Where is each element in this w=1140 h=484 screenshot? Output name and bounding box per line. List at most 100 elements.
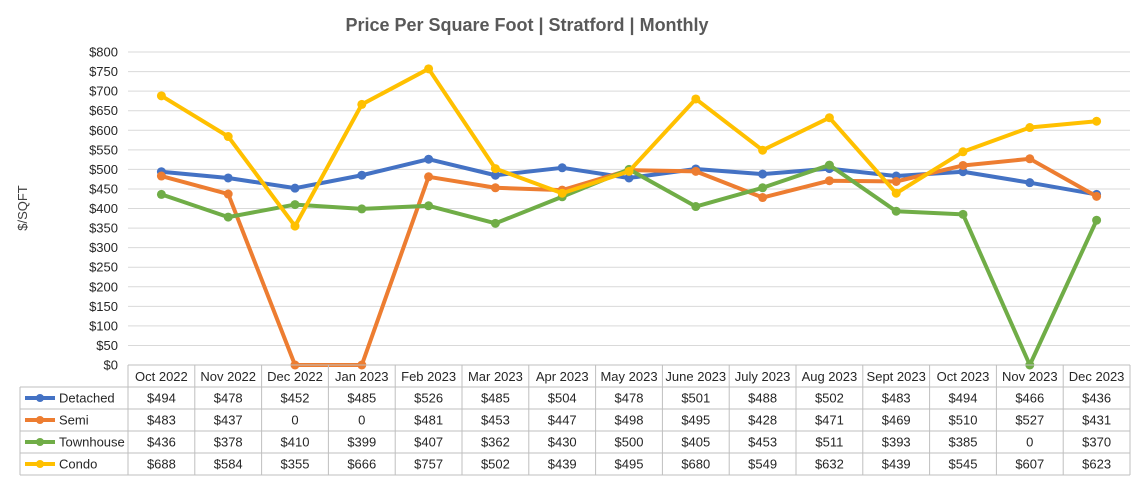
y-tick-label: $200: [89, 279, 118, 294]
legend-label-semi: Semi: [59, 413, 89, 428]
table-cell-detached: $502: [815, 391, 844, 406]
table-header-cell: Oct 2023: [937, 369, 990, 384]
table-cell-townhouse: $500: [615, 435, 644, 450]
table-cell-detached: $501: [681, 391, 710, 406]
table-cell-townhouse: $378: [214, 435, 243, 450]
table-cell-detached: $466: [1015, 391, 1044, 406]
data-point-townhouse: [490, 218, 500, 228]
data-point-condo: [490, 164, 500, 174]
y-tick-label: $800: [89, 45, 118, 60]
table-cell-semi: $428: [748, 413, 777, 428]
table-cell-detached: $504: [548, 391, 577, 406]
data-point-condo: [424, 64, 434, 74]
data-point-detached: [490, 170, 500, 180]
data-table: Oct 2022 Nov 2022 Dec 2022 Jan 2023 Feb 2023…: [19, 364, 1131, 476]
data-point-condo: [624, 166, 634, 176]
data-point-townhouse: [1092, 215, 1102, 225]
legend-label-detached: Detached: [59, 391, 115, 406]
series-lines: [156, 64, 1102, 370]
table-header-cell: May 2023: [600, 369, 657, 384]
legend-marker-townhouse: [36, 438, 44, 446]
table-cell-townhouse: $399: [347, 435, 376, 450]
table-cell-detached: $485: [347, 391, 376, 406]
data-point-semi: [824, 176, 834, 186]
table-cell-semi: $431: [1082, 413, 1111, 428]
data-point-semi: [223, 189, 233, 199]
table-cell-condo: $439: [882, 457, 911, 472]
y-tick-label: $500: [89, 162, 118, 177]
y-tick-label: $50: [96, 338, 118, 353]
table-header-cell: Jan 2023: [335, 369, 389, 384]
table-cell-townhouse: $453: [748, 435, 777, 450]
table-cell-detached: $488: [748, 391, 777, 406]
data-point-detached: [223, 173, 233, 183]
data-point-semi: [1025, 154, 1035, 164]
table-cell-semi: 0: [358, 413, 365, 428]
y-tick-label: $250: [89, 260, 118, 275]
data-point-detached: [758, 169, 768, 179]
table-header-cell: Sept 2023: [867, 369, 926, 384]
table-cell-semi: $510: [949, 413, 978, 428]
table-cell-condo: $549: [748, 457, 777, 472]
y-tick-label: $0: [104, 358, 118, 373]
legend-label-condo: Condo: [59, 457, 97, 472]
data-point-detached: [1025, 178, 1035, 188]
table-header-cell: Nov 2022: [200, 369, 256, 384]
table-header-cell: June 2023: [665, 369, 726, 384]
table-cell-condo: $502: [481, 457, 510, 472]
table-cell-semi: $498: [615, 413, 644, 428]
legend-marker-condo: [36, 460, 44, 468]
data-point-townhouse: [958, 209, 968, 219]
table-cell-semi: 0: [291, 413, 298, 428]
table-cell-semi: $471: [815, 413, 844, 428]
y-tick-label: $550: [89, 142, 118, 157]
data-point-semi: [758, 193, 768, 203]
data-point-condo: [223, 132, 233, 142]
table-header-cell: Dec 2023: [1069, 369, 1125, 384]
data-point-semi: [891, 177, 901, 187]
table-cell-condo: $757: [414, 457, 443, 472]
table-cell-semi: $483: [147, 413, 176, 428]
data-point-townhouse: [223, 212, 233, 222]
data-point-semi: [958, 160, 968, 170]
table-cell-semi: $527: [1015, 413, 1044, 428]
table-cell-condo: $495: [615, 457, 644, 472]
table-header-cell: Mar 2023: [468, 369, 523, 384]
table-cell-detached: $526: [414, 391, 443, 406]
y-tick-label: $700: [89, 84, 118, 99]
table-cell-townhouse: $430: [548, 435, 577, 450]
table-cell-condo: $632: [815, 457, 844, 472]
legend-marker-detached: [36, 394, 44, 402]
data-point-semi: [424, 172, 434, 182]
table-cell-townhouse: $405: [681, 435, 710, 450]
data-point-condo: [557, 188, 567, 198]
data-point-condo: [290, 221, 300, 231]
legend-label-townhouse: Townhouse: [59, 435, 125, 450]
data-point-townhouse: [691, 202, 701, 212]
table-cell-semi: $447: [548, 413, 577, 428]
data-point-semi: [1092, 191, 1102, 201]
table-cell-detached: $478: [615, 391, 644, 406]
data-point-townhouse: [290, 200, 300, 210]
table-header-cell: Apr 2023: [536, 369, 589, 384]
data-point-townhouse: [824, 160, 834, 170]
y-tick-label: $600: [89, 123, 118, 138]
data-point-semi: [490, 183, 500, 193]
legend-marker-semi: [36, 416, 44, 424]
data-point-detached: [424, 154, 434, 164]
table-cell-semi: $481: [414, 413, 443, 428]
y-tick-label: $750: [89, 64, 118, 79]
table-cell-condo: $355: [281, 457, 310, 472]
table-cell-townhouse: $410: [281, 435, 310, 450]
series-line-condo: [159, 66, 1099, 229]
series-line-semi: [159, 156, 1099, 367]
data-point-condo: [691, 94, 701, 104]
data-point-detached: [357, 170, 367, 180]
table-cell-detached: $485: [481, 391, 510, 406]
y-tick-label: $350: [89, 221, 118, 236]
data-point-condo: [758, 145, 768, 155]
data-point-detached: [290, 183, 300, 193]
data-point-semi: [691, 166, 701, 176]
data-point-detached: [624, 173, 634, 183]
